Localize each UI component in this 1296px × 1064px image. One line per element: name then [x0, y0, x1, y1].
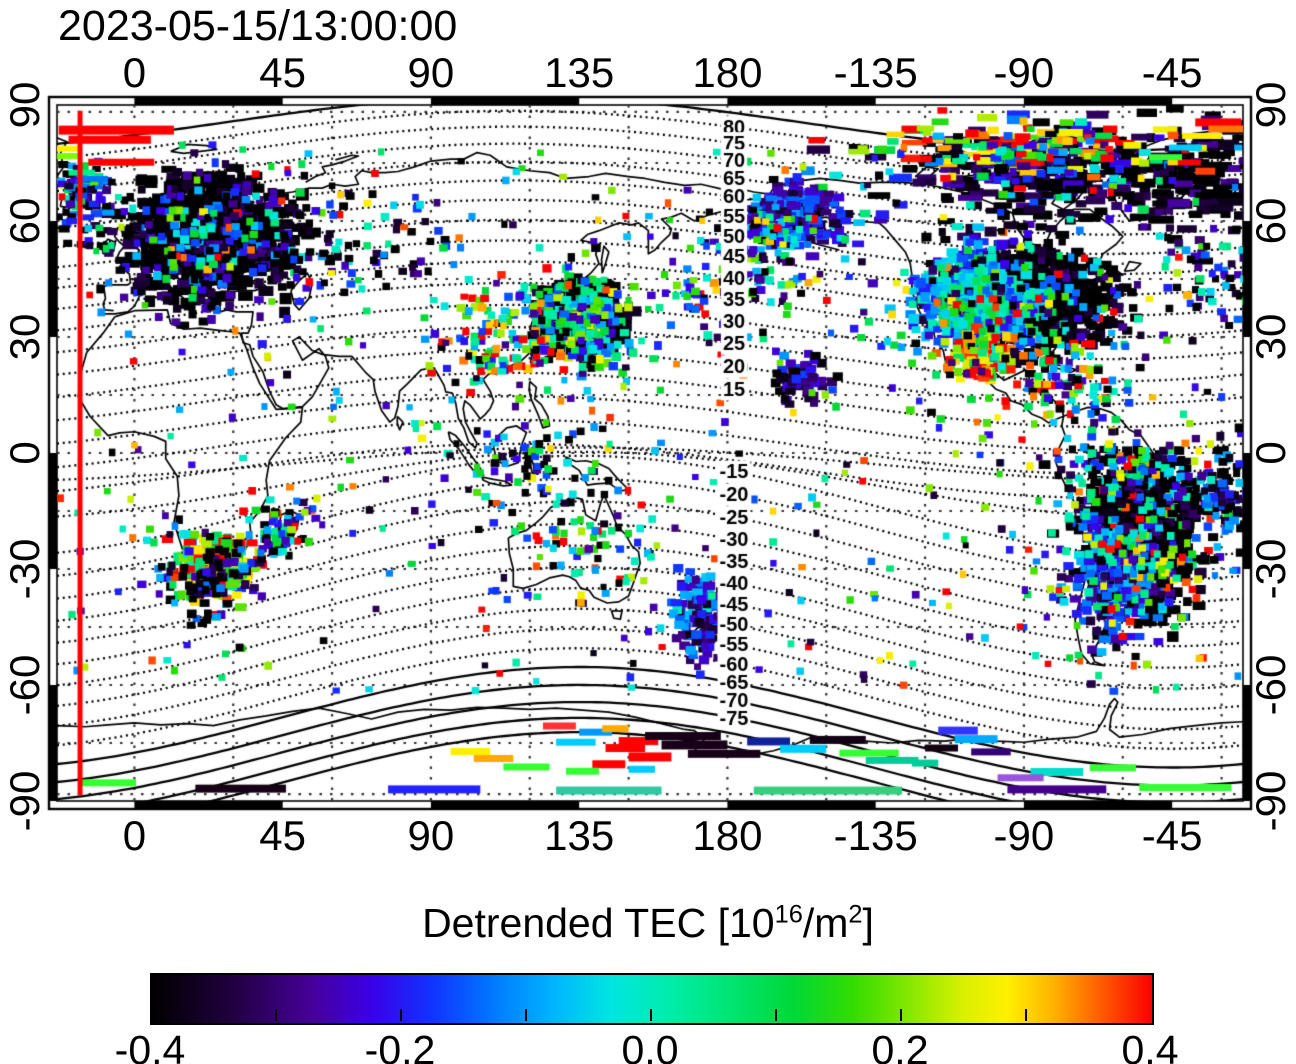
x-axis-bottom-label: 0: [122, 812, 147, 859]
y-axis-right-label: 30: [1247, 313, 1294, 361]
y-axis-left-label: 30: [1, 313, 48, 361]
colorbar-minor-tick: [650, 1009, 652, 1021]
x-axis-top-label: -135: [833, 49, 918, 96]
y-axis-left-label: 90: [1, 81, 48, 129]
y-axis-left-label: 60: [1, 197, 48, 245]
colorbar-tick-label: 0.2: [871, 1027, 929, 1064]
timestamp-title: 2023-05-15/13:00:00: [58, 2, 458, 50]
colorbar-title-sup1: 16: [774, 900, 803, 929]
y-axis-left-label: -60: [1, 654, 48, 716]
colorbar-title-post: ]: [862, 900, 874, 946]
colorbar-tick-label: -0.4: [114, 1027, 186, 1064]
x-axis-bottom-label: -90: [993, 812, 1055, 859]
colorbar-minor-tick: [275, 1009, 277, 1021]
x-axis-bottom-label: -135: [833, 812, 918, 859]
colorbar-title: Detrended TEC [1016/m2]: [0, 900, 1296, 947]
y-axis-right-label: 60: [1247, 197, 1294, 245]
x-axis-top-label: -90: [993, 49, 1055, 96]
x-axis-bottom-label: 135: [544, 812, 615, 859]
x-axis-top-label: 135: [544, 49, 615, 96]
y-axis-right-label: -90: [1247, 770, 1294, 832]
colorbar-tick-label: 0.0: [621, 1027, 679, 1064]
y-axis-left-label: -90: [1, 770, 48, 832]
colorbar-minor-tick: [900, 1009, 902, 1021]
colorbar-minor-tick: [525, 1009, 527, 1021]
x-axis-bottom-label: 45: [259, 812, 307, 859]
y-axis-right-label: 0: [1247, 441, 1294, 465]
colorbar-title-pre: Detrended TEC [10: [422, 900, 775, 946]
x-axis-bottom-label: -45: [1141, 812, 1203, 859]
x-axis-top-label: 90: [407, 49, 455, 96]
colorbar-title-mid: /m: [802, 900, 849, 946]
x-axis-top-label: 45: [259, 49, 307, 96]
colorbar-minor-tick: [400, 1009, 402, 1021]
x-axis-bottom-label: 90: [407, 812, 455, 859]
colorbar-minor-tick: [1025, 1009, 1027, 1021]
y-axis-left-label: -30: [1, 538, 48, 600]
y-axis-right-label: -60: [1247, 654, 1294, 716]
y-axis-right-label: 90: [1247, 81, 1294, 129]
x-axis-top-label: -45: [1141, 49, 1203, 96]
x-axis-bottom-label: 180: [692, 812, 763, 859]
colorbar-tick-label: 0.4: [1121, 1027, 1179, 1064]
x-axis-top-label: 0: [122, 49, 147, 96]
colorbar-gradient: [150, 973, 1154, 1025]
colorbar-minor-tick: [775, 1009, 777, 1021]
colorbar-title-sup2: 2: [848, 900, 863, 929]
x-axis-top-label: 180: [692, 49, 763, 96]
y-axis-right-label: -30: [1247, 538, 1294, 600]
y-axis-left-label: 0: [1, 441, 48, 465]
colorbar-tick-label: -0.2: [364, 1027, 436, 1064]
